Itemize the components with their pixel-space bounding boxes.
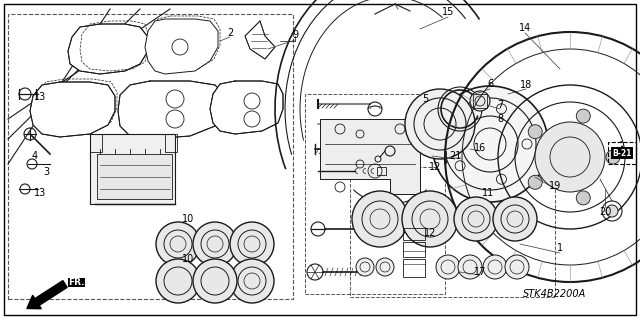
Bar [90, 134, 102, 152]
Text: 18: 18 [520, 80, 532, 90]
Circle shape [402, 191, 458, 247]
Text: 14: 14 [519, 23, 531, 33]
Polygon shape [145, 19, 218, 74]
Polygon shape [118, 81, 225, 139]
Circle shape [606, 205, 618, 217]
Circle shape [156, 259, 200, 303]
Text: 3: 3 [43, 167, 49, 177]
Text: 2: 2 [227, 28, 233, 38]
Circle shape [606, 150, 620, 164]
Circle shape [156, 222, 200, 266]
Circle shape [505, 255, 529, 279]
Polygon shape [210, 81, 283, 134]
Bar [165, 134, 177, 152]
Circle shape [405, 89, 475, 159]
Text: 16: 16 [474, 143, 486, 153]
Circle shape [376, 258, 394, 276]
Bar [608, 142, 636, 164]
Circle shape [352, 191, 408, 247]
Circle shape [193, 259, 237, 303]
Text: 12: 12 [424, 228, 436, 238]
Polygon shape [68, 24, 148, 74]
Polygon shape [245, 21, 275, 59]
Text: 12: 12 [429, 162, 441, 172]
Circle shape [576, 191, 590, 205]
Text: 10: 10 [182, 214, 194, 224]
Text: B-21: B-21 [612, 149, 632, 158]
Bar [8, 14, 293, 299]
Circle shape [528, 175, 542, 189]
Text: B-21: B-21 [612, 149, 632, 158]
Bar [403, 259, 425, 277]
Circle shape [230, 222, 274, 266]
Polygon shape [320, 119, 420, 194]
Text: 1: 1 [557, 243, 563, 253]
Text: 10: 10 [182, 254, 194, 264]
Polygon shape [90, 134, 175, 204]
Text: 20: 20 [599, 207, 611, 217]
Circle shape [436, 255, 460, 279]
Text: 5: 5 [422, 94, 428, 104]
Circle shape [458, 255, 482, 279]
Bar [473, 94, 487, 108]
Bar [403, 242, 425, 257]
Circle shape [528, 125, 542, 139]
Bar [305, 94, 445, 294]
Polygon shape [30, 82, 115, 137]
Circle shape [483, 255, 507, 279]
Text: 13: 13 [34, 188, 46, 198]
Text: 6: 6 [487, 79, 493, 89]
Text: FR.: FR. [68, 278, 84, 287]
Bar [377, 167, 386, 175]
Text: 17: 17 [474, 267, 486, 277]
Bar [97, 154, 172, 199]
Text: 19: 19 [549, 181, 561, 191]
Text: 9: 9 [292, 30, 298, 40]
Circle shape [193, 222, 237, 266]
Circle shape [535, 122, 605, 192]
Text: 7: 7 [497, 100, 503, 110]
Text: 13: 13 [34, 92, 46, 102]
Circle shape [432, 86, 548, 202]
Circle shape [576, 109, 590, 123]
Text: 4: 4 [32, 151, 38, 161]
Circle shape [454, 197, 498, 241]
Text: 11: 11 [482, 188, 494, 198]
Text: 21: 21 [449, 151, 461, 161]
Circle shape [470, 91, 490, 111]
Bar [350, 167, 555, 297]
Circle shape [493, 197, 537, 241]
Bar [403, 228, 425, 240]
Text: 15: 15 [442, 7, 454, 17]
Circle shape [356, 258, 374, 276]
Circle shape [230, 259, 274, 303]
Text: 8: 8 [497, 114, 503, 124]
Text: STK4B2200A: STK4B2200A [524, 289, 587, 299]
FancyArrow shape [27, 281, 67, 309]
